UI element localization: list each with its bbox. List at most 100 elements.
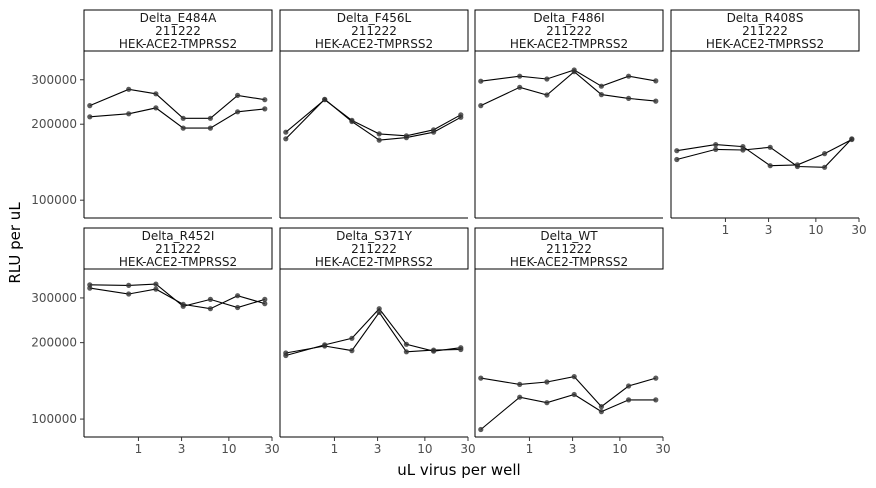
data-point <box>478 103 484 109</box>
facet-strip-label: HEK-ACE2-TMPRSS2 <box>510 255 628 269</box>
data-point <box>517 394 523 400</box>
data-point <box>87 103 93 109</box>
data-point <box>322 96 328 102</box>
facet-strip-label: 211222 <box>155 24 201 38</box>
data-point <box>544 379 550 385</box>
data-point <box>626 73 632 79</box>
x-tick-label: 1 <box>722 223 730 237</box>
data-point <box>571 69 577 75</box>
data-point <box>235 293 241 299</box>
data-point <box>262 97 268 103</box>
y-tick-label: 100000 <box>31 412 77 426</box>
data-point <box>544 92 550 98</box>
data-point <box>180 115 186 121</box>
data-point <box>283 129 289 135</box>
facet-strip-label: HEK-ACE2-TMPRSS2 <box>706 37 824 51</box>
x-axis-title: uL virus per well <box>397 461 520 479</box>
facet-strip-box <box>670 9 860 52</box>
facet-strip-label: Delta_WT <box>540 229 598 243</box>
data-point <box>598 83 605 89</box>
data-point <box>349 118 355 125</box>
data-point <box>126 86 132 92</box>
data-point <box>283 350 289 356</box>
data-point <box>180 125 186 131</box>
data-point <box>598 409 605 415</box>
series-line <box>285 311 461 354</box>
data-point <box>849 136 855 142</box>
facet-strip-label: Delta_F456L <box>337 11 412 25</box>
y-tick-label: 300000 <box>31 73 77 87</box>
y-tick-label: 200000 <box>31 117 77 131</box>
data-point <box>153 105 159 111</box>
data-point <box>517 84 523 90</box>
facet-grid: Delta_E484A211222HEK-ACE2-TMPRSS2Delta_F… <box>83 9 860 438</box>
data-point <box>653 375 659 381</box>
data-point <box>153 286 159 292</box>
data-point <box>126 111 132 117</box>
data-point <box>458 114 464 120</box>
x-tick-label: 3 <box>374 442 382 456</box>
data-point <box>126 291 132 297</box>
data-point <box>376 131 382 137</box>
y-tick-label: 300000 <box>31 291 77 305</box>
y-tick-label: 100000 <box>31 193 77 207</box>
facet-strip-label: 211222 <box>351 242 397 256</box>
data-point <box>322 343 328 349</box>
y-tick-label: 200000 <box>31 336 77 350</box>
data-point <box>626 383 632 389</box>
facet-strip-label: Delta_S371Y <box>336 229 413 243</box>
facet-strip-box <box>83 9 273 52</box>
facet-strip-label: Delta_R408S <box>727 11 804 25</box>
data-point <box>403 349 409 355</box>
data-point <box>431 129 437 135</box>
facet-strip-label: 211222 <box>742 24 788 38</box>
data-point <box>544 76 550 82</box>
facet-strip-label: Delta_F486I <box>533 11 604 25</box>
data-point <box>180 301 186 307</box>
facet-strip-label: 211222 <box>155 242 201 256</box>
data-point <box>626 95 632 101</box>
data-point <box>794 163 801 170</box>
data-point <box>713 146 719 152</box>
facet-strip-label: HEK-ACE2-TMPRSS2 <box>119 255 237 269</box>
facet-strip-label: 211222 <box>546 24 592 38</box>
data-point <box>598 92 605 98</box>
data-point <box>403 341 409 347</box>
facet-strip-box <box>83 227 273 270</box>
data-point <box>478 375 484 381</box>
data-point <box>262 296 268 302</box>
data-point <box>153 91 159 97</box>
x-tick-label: 3 <box>569 442 577 456</box>
facet-strip-label: 211222 <box>546 242 592 256</box>
data-point <box>517 73 523 79</box>
data-point <box>626 397 632 403</box>
data-point <box>207 296 213 302</box>
data-point <box>713 142 719 148</box>
data-point <box>822 151 828 157</box>
data-point <box>207 306 213 312</box>
data-point <box>235 304 241 311</box>
facet-strip-label: HEK-ACE2-TMPRSS2 <box>510 37 628 51</box>
data-point <box>822 164 828 170</box>
x-tick-label: 30 <box>264 442 279 456</box>
data-point <box>262 301 268 307</box>
y-axis-title: RLU per uL <box>6 202 24 284</box>
x-tick-label: 10 <box>808 223 823 237</box>
data-point <box>653 78 659 84</box>
x-tick-label: 30 <box>851 223 866 237</box>
x-tick-label: 3 <box>178 442 186 456</box>
data-point <box>262 106 268 112</box>
y-axes: 100000 200000 300000 100000 200000 300000 <box>31 73 84 426</box>
data-point <box>403 135 409 141</box>
facet-strip-box <box>279 227 469 270</box>
data-point <box>653 98 659 104</box>
x-tick-label: 30 <box>460 442 475 456</box>
data-point <box>653 397 659 403</box>
data-point <box>87 114 93 120</box>
x-tick-label: 10 <box>221 442 236 456</box>
